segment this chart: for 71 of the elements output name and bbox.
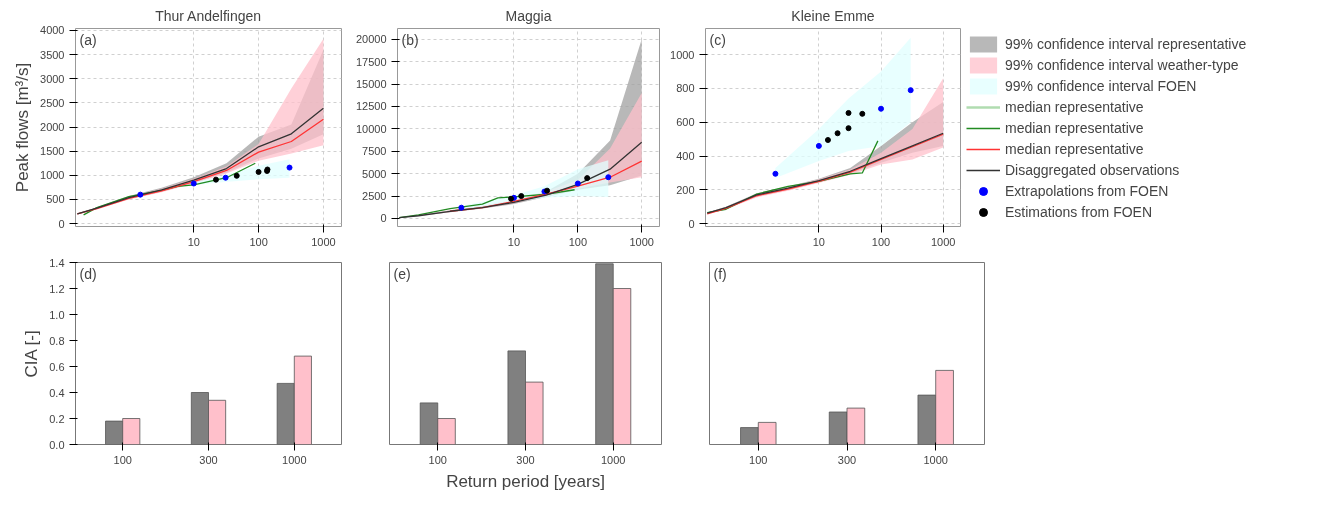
x-tick-label: 100 [113, 453, 132, 466]
legend-label: Disaggregated observations [1005, 162, 1180, 178]
annotation: (e) [393, 265, 411, 282]
y-tick-label: 0.2 [49, 412, 65, 425]
y-tick-label: 0.6 [49, 360, 65, 373]
y-tick-label: 3000 [40, 72, 65, 85]
y-tick-label: 0.8 [49, 334, 65, 347]
chart-title: Kleine Emme [791, 7, 875, 24]
x-axis-title: Return period [years] [446, 471, 605, 491]
y-tick-label: 1500 [40, 145, 65, 158]
legend-label: Estimations from FOEN [1005, 204, 1153, 220]
annotation: (d) [79, 265, 97, 282]
x-tick-label: 1000 [923, 453, 948, 466]
legend-label: Extrapolations from FOEN [1005, 183, 1169, 199]
y-tick-label: 15000 [355, 78, 387, 91]
x-tick-label: 300 [516, 453, 535, 466]
y-tick-label: 0.4 [49, 386, 65, 399]
y-tick-label: 500 [46, 193, 65, 206]
y-tick-label: 400 [676, 150, 695, 163]
x-tick-label: 1000 [930, 235, 956, 248]
y-tick-label: 1000 [670, 48, 695, 61]
x-tick-label: 300 [199, 453, 218, 466]
y-tick-label: 600 [676, 116, 695, 129]
x-tick-label: 10 [812, 235, 825, 248]
y-tick-label: 2500 [40, 96, 65, 109]
x-tick-label: 100 [871, 235, 891, 248]
y-tick-label: 0 [58, 217, 65, 230]
y-tick-label: 0 [688, 217, 695, 230]
x-tick-label: 10 [187, 235, 200, 248]
y-tick-label: 200 [676, 183, 695, 196]
x-tick-label: 1000 [601, 453, 626, 466]
legend-label: 99% confidence interval representative [1005, 36, 1247, 52]
y-tick-label: 1000 [40, 169, 65, 182]
chart-title: Thur Andelfingen [155, 7, 262, 24]
x-tick-label: 100 [749, 453, 768, 466]
legend-label: median representative [1005, 141, 1144, 157]
y-tick-label: 5000 [362, 167, 387, 180]
y-tick-label: 1.4 [49, 256, 65, 269]
y-tick-label: 20000 [355, 33, 387, 46]
legend-label: median representative [1005, 120, 1144, 136]
x-tick-label: 100 [428, 453, 447, 466]
y-tick-label: 12500 [355, 100, 387, 113]
x-tick-label: 300 [837, 453, 857, 466]
chart-title: Maggia [505, 7, 552, 24]
y-tick-label: 1.0 [49, 308, 65, 321]
x-tick-label: 1000 [629, 235, 654, 248]
y-tick-label: 1.2 [49, 282, 65, 295]
legend-label: 99% confidence interval FOEN [1005, 78, 1197, 94]
y-axis-title: Peak flows [m³/s] [13, 62, 33, 193]
y-tick-label: 7500 [362, 145, 387, 158]
x-tick-label: 100 [568, 235, 588, 248]
annotation: (c) [709, 31, 726, 48]
y-tick-label: 800 [676, 82, 695, 95]
y-tick-label: 0.0 [49, 438, 65, 451]
y-tick-label: 3500 [40, 48, 65, 61]
y-axis-title: CIA [-] [22, 330, 42, 378]
y-tick-label: 0 [380, 212, 387, 225]
legend-label: 99% confidence interval weather-type [1005, 57, 1239, 73]
y-tick-label: 2500 [362, 190, 387, 203]
x-tick-label: 1000 [311, 235, 336, 248]
legend-label: median representative [1005, 99, 1144, 115]
annotation: (f) [713, 265, 727, 282]
annotation: (a) [79, 31, 97, 48]
x-tick-label: 10 [507, 235, 521, 248]
y-tick-label: 2000 [40, 121, 65, 134]
y-tick-label: 17500 [355, 55, 387, 68]
y-tick-label: 10000 [355, 122, 387, 135]
x-tick-label: 100 [249, 235, 268, 248]
annotation: (b) [401, 31, 419, 48]
x-tick-label: 1000 [282, 453, 307, 466]
y-tick-label: 4000 [40, 24, 65, 37]
